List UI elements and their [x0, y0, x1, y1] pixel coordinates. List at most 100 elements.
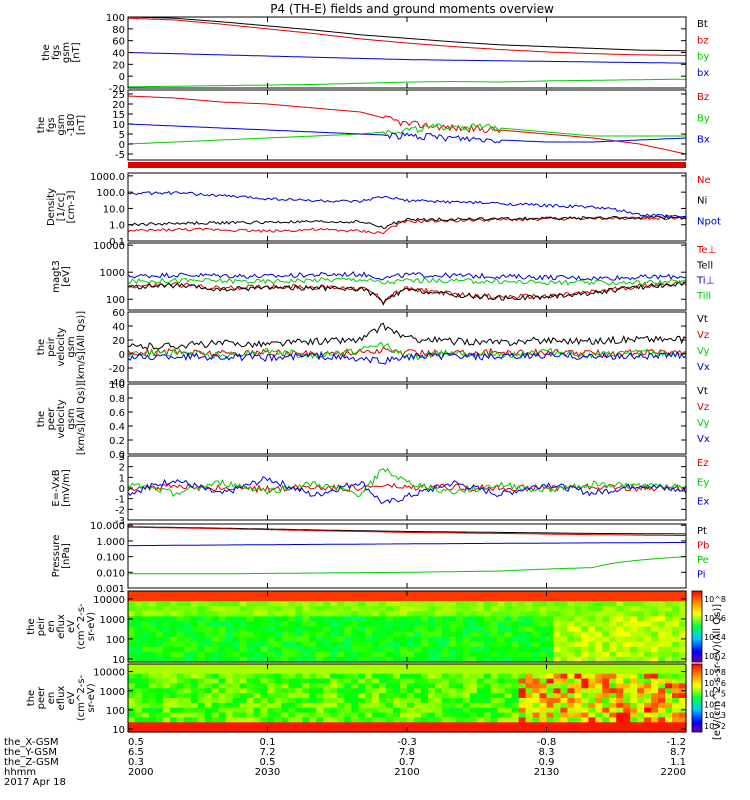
heatmap-cell	[567, 668, 575, 675]
heatmap-cell	[504, 636, 513, 643]
heatmap-cell	[155, 683, 164, 689]
heatmap-cell	[225, 678, 234, 685]
heatmap-cell	[295, 646, 303, 653]
heatmap-cell	[337, 591, 345, 597]
heatmap-cell	[679, 631, 687, 638]
heatmap-cell	[295, 651, 303, 658]
heatmap-cell	[211, 636, 220, 643]
heatmap-cell	[441, 596, 450, 602]
heatmap-cell	[162, 707, 171, 714]
heatmap-cell	[651, 688, 659, 694]
heatmap-cell	[413, 727, 422, 733]
heatmap-cell	[190, 626, 199, 633]
heatmap-cell	[386, 651, 394, 658]
heatmap-cell	[567, 722, 575, 728]
heatmap-cell	[358, 712, 366, 719]
panel-peer-eflux: 10^810^610^510^410^310^210000100010010th…	[26, 663, 726, 736]
heatmap-cell	[295, 683, 303, 689]
heatmap-cell	[309, 591, 317, 597]
heatmap-cell	[281, 596, 290, 602]
heatmap-cell	[183, 611, 192, 617]
heatmap-cell	[323, 601, 331, 607]
heatmap-cell	[337, 606, 345, 612]
heatmap-cell	[386, 596, 394, 602]
heatmap-cell	[246, 722, 255, 728]
heatmap-cell	[400, 683, 408, 689]
heatmap-cell	[476, 727, 485, 733]
heatmap-cell	[274, 606, 283, 612]
heatmap-cell	[204, 702, 213, 709]
heatmap-cell	[386, 656, 394, 663]
heatmap-cell	[504, 651, 513, 658]
heatmap-cell	[560, 646, 569, 653]
heatmap-cell	[128, 621, 136, 628]
heatmap-cell	[267, 673, 276, 680]
heatmap-cell	[386, 606, 394, 612]
heatmap-cell	[309, 727, 317, 733]
heatmap-cell	[560, 591, 569, 597]
heatmap-cell	[644, 596, 652, 602]
heatmap-cell	[128, 698, 136, 704]
heatmap-cell	[469, 717, 478, 723]
heatmap-cell	[511, 601, 520, 607]
heatmap-cell	[393, 591, 401, 597]
heatmap-cell	[630, 606, 638, 612]
heatmap-cell	[183, 722, 192, 728]
heatmap-cell	[651, 591, 659, 597]
heatmap-cell	[134, 611, 143, 617]
heatmap-cell	[148, 596, 157, 602]
heatmap-cell	[413, 596, 422, 602]
heatmap-cell	[525, 651, 534, 658]
heatmap-cell	[567, 611, 575, 617]
heatmap-cell	[518, 656, 527, 663]
heatmap-cell	[630, 707, 638, 714]
heatmap-cell	[393, 621, 401, 628]
heatmap-cell	[372, 673, 380, 680]
heatmap-cell	[155, 678, 164, 685]
heatmap-cell	[323, 678, 331, 685]
heatmap-cell	[413, 601, 422, 607]
heatmap-cell	[658, 651, 666, 658]
heatmap-cell	[672, 722, 680, 728]
heatmap-cell	[211, 693, 220, 699]
heatmap-cell	[379, 606, 387, 612]
heatmap-cell	[148, 611, 157, 617]
heatmap-cell	[581, 712, 589, 719]
heatmap-cell	[232, 727, 241, 733]
heatmap-cell	[553, 702, 562, 709]
heatmap-cell	[679, 693, 687, 699]
heatmap-cell	[560, 698, 569, 704]
heatmap-cell	[532, 707, 541, 714]
ylabel-efield: E=-VxB	[51, 469, 62, 506]
heatmap-cell	[330, 656, 338, 663]
heatmap-cell	[267, 611, 276, 617]
heatmap-cell	[246, 601, 255, 607]
heatmap-cell	[344, 606, 352, 612]
heatmap-cell	[407, 727, 415, 733]
heatmap-cell	[588, 606, 596, 612]
heatmap-cell	[616, 626, 624, 633]
heatmap-cell	[665, 651, 673, 658]
heatmap-cell	[665, 664, 673, 670]
heatmap-cell	[176, 712, 185, 719]
heatmap-cell	[309, 636, 317, 643]
heatmap-cell	[665, 683, 673, 689]
heatmap-cell	[302, 626, 310, 633]
heatmap-cell	[155, 651, 164, 658]
heatmap-cell	[588, 727, 596, 733]
heatmap-cell	[658, 656, 666, 663]
heatmap-cell	[260, 722, 269, 728]
heatmap-cell	[351, 611, 359, 617]
heatmap-cell	[295, 673, 303, 680]
heatmap-cell	[407, 636, 415, 643]
heatmap-cell	[434, 651, 443, 658]
heatmap-cell	[337, 626, 345, 633]
heatmap-cell	[616, 656, 624, 663]
heatmap-cell	[162, 668, 171, 675]
heatmap-cell	[644, 688, 652, 694]
heatmap-cell	[497, 601, 506, 607]
heatmap-cell	[630, 693, 638, 699]
heatmap-cell	[651, 631, 659, 638]
heatmap-cell	[316, 606, 324, 612]
